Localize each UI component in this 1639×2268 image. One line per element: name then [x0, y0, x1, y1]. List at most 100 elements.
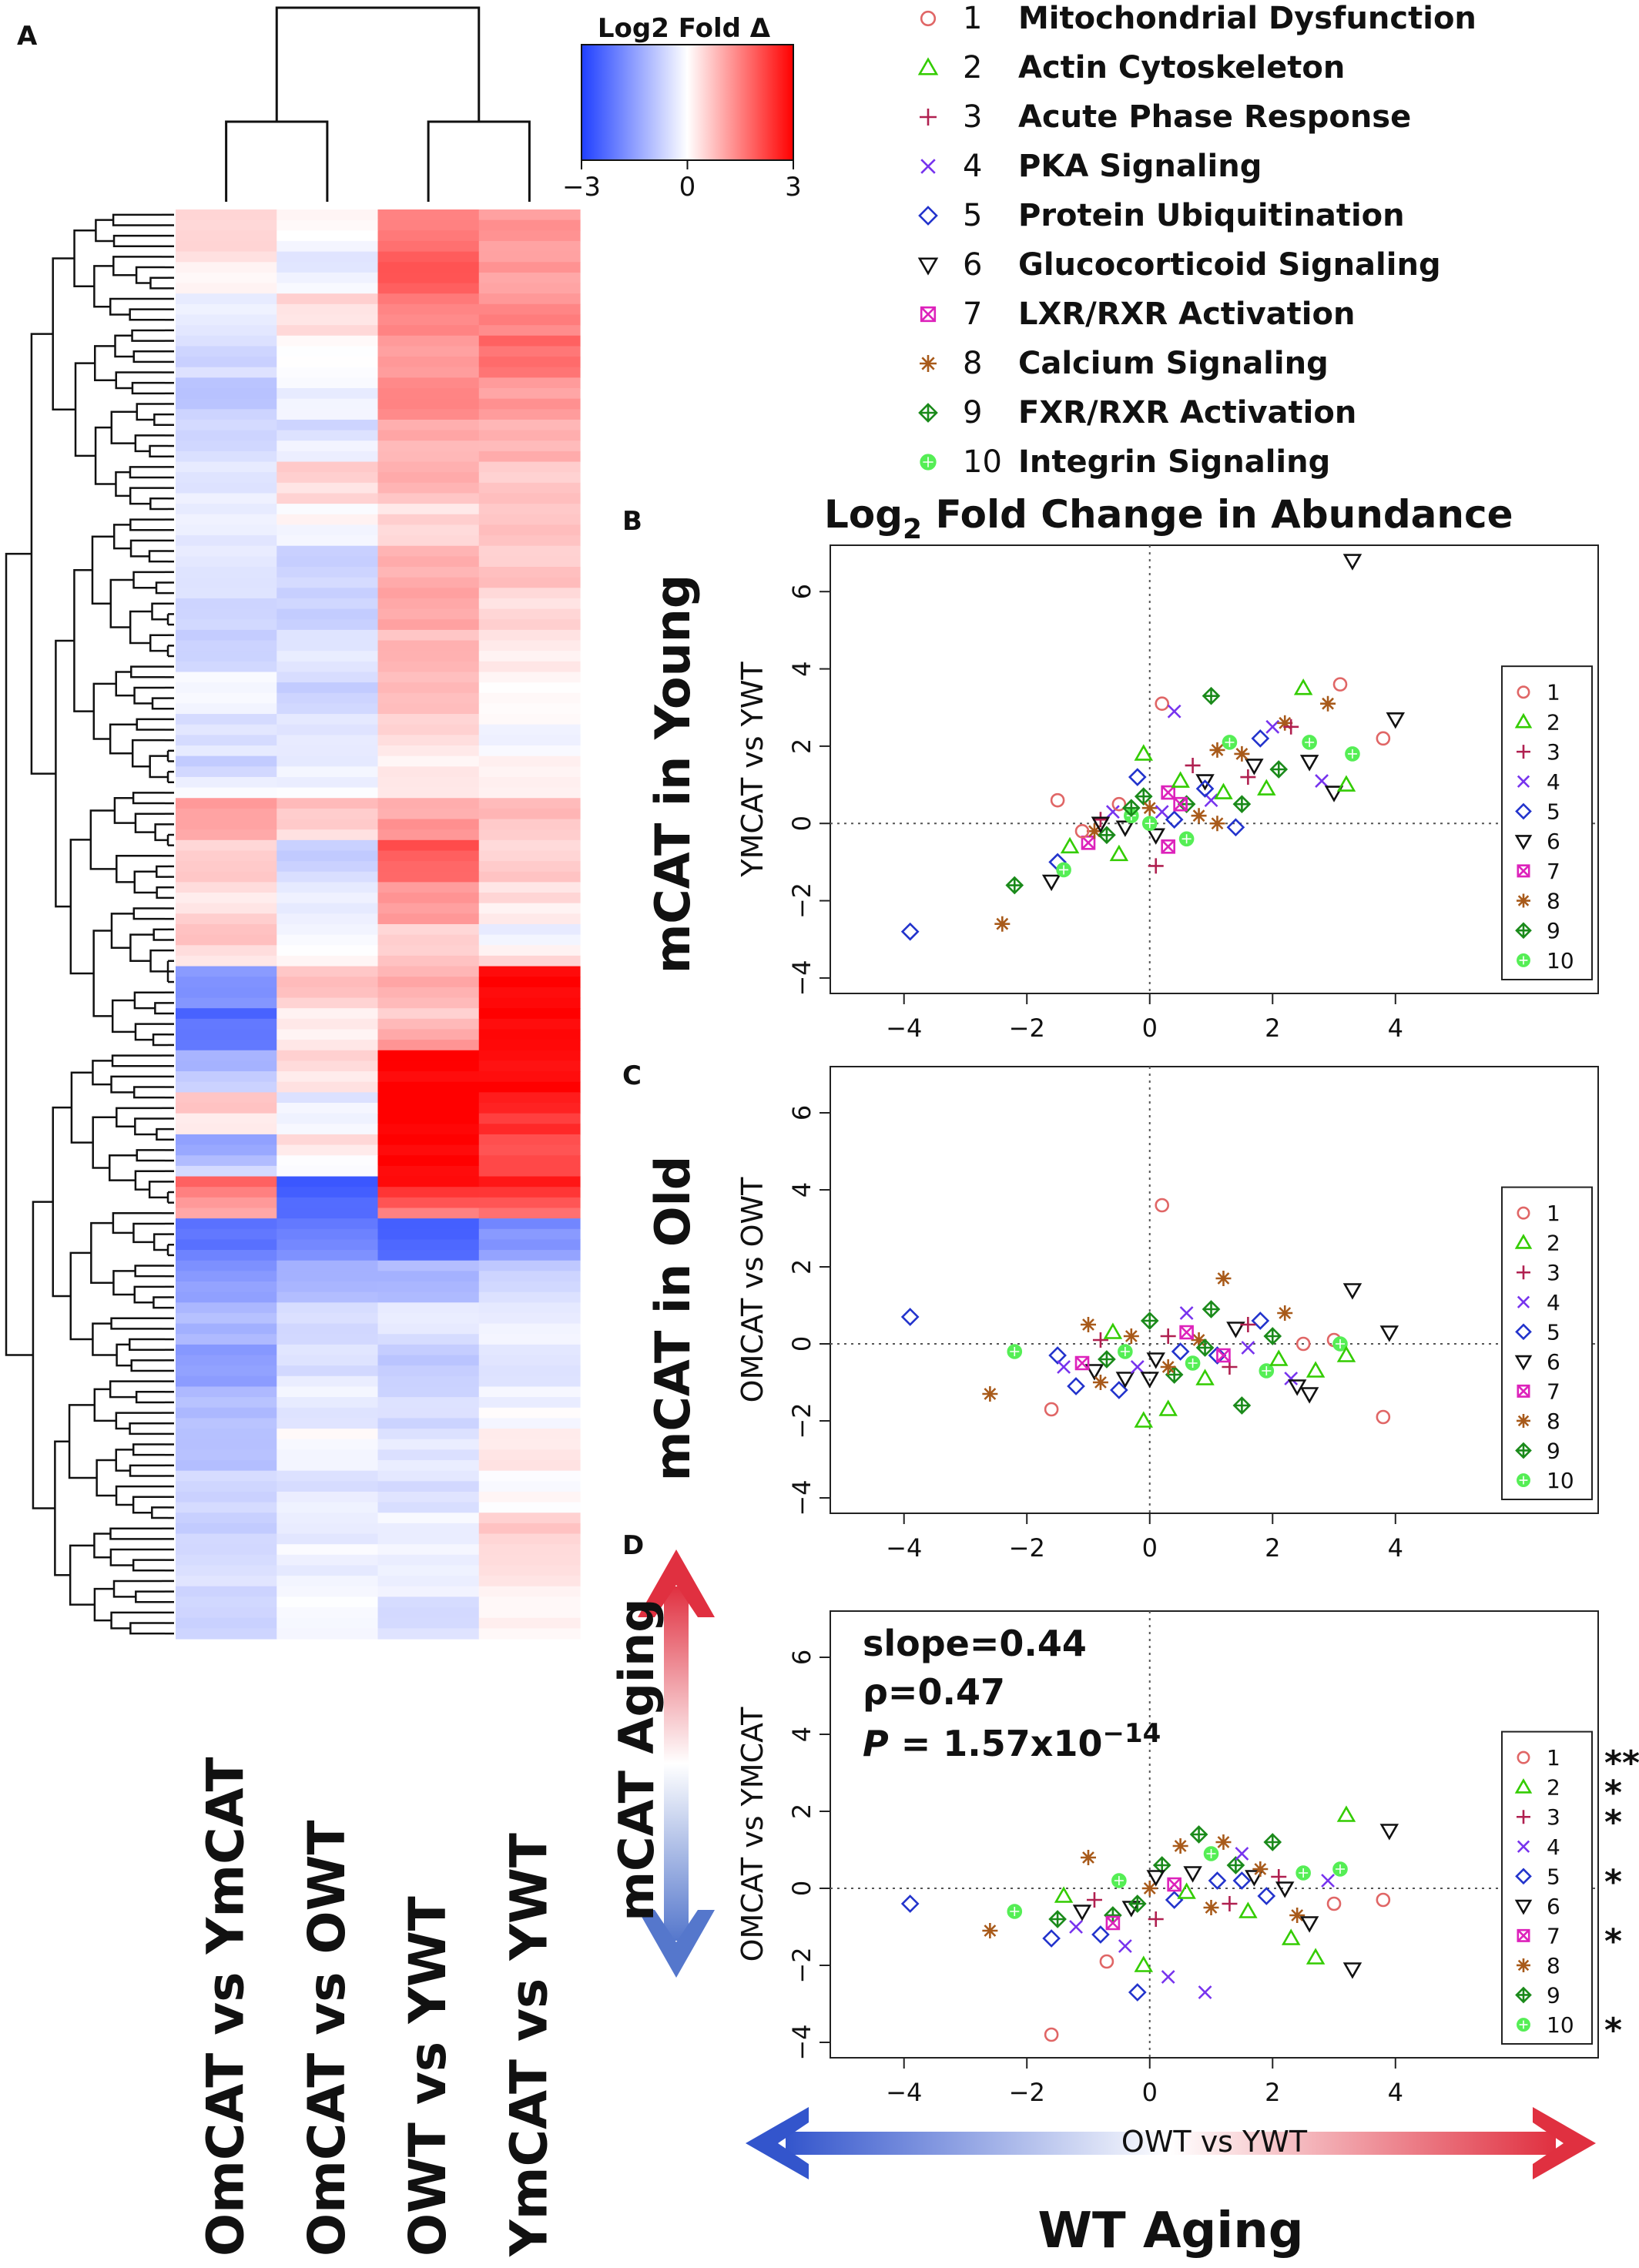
heatmap-cell	[277, 1418, 379, 1429]
heatmap-cell	[176, 1291, 277, 1303]
scatter-point	[1140, 1312, 1159, 1330]
heatmap-cell	[478, 619, 581, 631]
heatmap-cell	[377, 640, 480, 652]
scatter-point-mark	[1299, 1868, 1309, 1878]
heatmap-cell	[377, 651, 480, 662]
heatmap-cell	[478, 1144, 581, 1156]
scatter-point	[1191, 1332, 1207, 1348]
heatmap-cell	[478, 314, 581, 326]
scatter-point	[1202, 1300, 1221, 1318]
heatmap-cell	[277, 1281, 379, 1293]
side-title-old: mCAT in Old	[645, 1156, 701, 1481]
dendrogram-branch	[112, 213, 162, 226]
heatmap-cell	[478, 692, 581, 705]
legend-entry-label: 3	[1547, 739, 1560, 765]
legend-entry-label: 4	[1547, 1834, 1560, 1860]
scatter-point	[1091, 1925, 1110, 1944]
scatter-point	[1517, 893, 1530, 908]
heatmap-cell	[377, 1144, 480, 1156]
x-tick-label: 2	[1265, 1013, 1280, 1043]
heatmap-cell	[176, 1271, 277, 1282]
y-tick-label: 4	[787, 661, 816, 676]
heatmap-cell	[478, 997, 581, 1009]
dendrogram-branch	[94, 426, 116, 485]
heatmap-cell	[478, 1334, 581, 1345]
heatmap-cell	[478, 556, 581, 568]
heatmap-cell	[478, 766, 581, 778]
heatmap-cell	[176, 776, 277, 789]
heatmap-cell	[478, 535, 581, 547]
dendrogram-branch	[115, 1449, 134, 1472]
scatter-point	[1306, 1361, 1326, 1378]
scatter-point	[1155, 696, 1170, 712]
heatmap-cell	[277, 1576, 379, 1587]
legend-entry-label: 2	[1547, 1775, 1560, 1801]
heatmap-cell	[176, 882, 277, 893]
heatmap-cell	[377, 293, 480, 305]
legend-entry-label: 7	[1547, 1923, 1560, 1948]
heatmap-cell	[377, 882, 480, 893]
scatter-point	[1232, 795, 1252, 813]
dendrogram-branch	[132, 571, 165, 589]
heatmap-cell	[377, 230, 480, 242]
scatter-point	[1214, 782, 1233, 799]
heatmap-cell	[478, 1302, 581, 1314]
heatmap-cell	[377, 672, 480, 683]
heatmap-cell	[478, 1208, 581, 1219]
dendrogram-branch	[96, 1459, 117, 1497]
heatmap-cell	[478, 703, 581, 715]
heatmap-cell	[277, 556, 379, 568]
dendrogram-branch	[131, 329, 165, 342]
dendrogram-branch	[69, 839, 94, 975]
heatmap-cell	[478, 346, 581, 357]
heatmap-cell	[478, 1113, 581, 1124]
heatmap-cell	[176, 1018, 277, 1030]
heatmap-cell	[277, 1092, 379, 1104]
heatmap-cell	[277, 1176, 379, 1188]
heatmap-cell	[377, 283, 480, 294]
scatter-point	[1517, 1750, 1530, 1764]
heatmap-cell	[176, 1544, 277, 1556]
dendrogram-branch	[112, 524, 132, 550]
scatter-point	[1092, 1375, 1108, 1390]
dendrogram-branch	[110, 410, 137, 444]
heatmap-cell	[377, 1544, 480, 1556]
heatmap-cell	[377, 776, 480, 789]
heatmap-cell	[377, 1092, 480, 1104]
pathway-label: Acute Phase Response	[1018, 99, 1411, 135]
heatmap-cell	[377, 1429, 480, 1440]
dendrogram-branch	[52, 1106, 72, 1298]
scatter-point	[900, 922, 920, 941]
heatmap-cell	[377, 1008, 480, 1020]
dendrogram-branch	[149, 497, 168, 511]
scatter-header: Log2 Fold Change in Abundance	[824, 492, 1513, 545]
heatmap-cell	[277, 1208, 379, 1219]
heatmap-cell	[277, 524, 379, 536]
heatmap-cell	[176, 493, 277, 504]
heatmap-cell	[176, 1523, 277, 1535]
heatmap-cell	[377, 1208, 480, 1219]
scatter-point	[1099, 1954, 1114, 1969]
heatmap-cell	[478, 293, 581, 305]
heatmap-cell	[277, 1607, 379, 1619]
scatter-point	[1050, 792, 1065, 808]
heatmap-cell	[377, 861, 480, 873]
heatmap-cell	[478, 1544, 581, 1556]
heatmap-cell	[277, 871, 379, 883]
scatter-point	[1517, 775, 1530, 788]
heatmap-cell	[377, 682, 480, 694]
dendrogram-branch	[52, 257, 76, 410]
heatmap-cell	[176, 787, 277, 799]
heatmap-cell	[277, 1386, 379, 1398]
heatmap-cell	[277, 661, 379, 673]
heatmap-cell	[377, 871, 480, 883]
heatmap-cell	[176, 755, 277, 767]
heatmap-cell	[377, 819, 480, 830]
dendrogram-branch	[131, 739, 165, 768]
heatmap-cell	[176, 441, 277, 452]
dendrogram-branch	[149, 949, 168, 973]
scatter-point	[918, 206, 938, 226]
heatmap-cell	[478, 472, 581, 484]
heatmap-cell	[478, 934, 581, 946]
scatter-point	[1252, 1861, 1269, 1877]
